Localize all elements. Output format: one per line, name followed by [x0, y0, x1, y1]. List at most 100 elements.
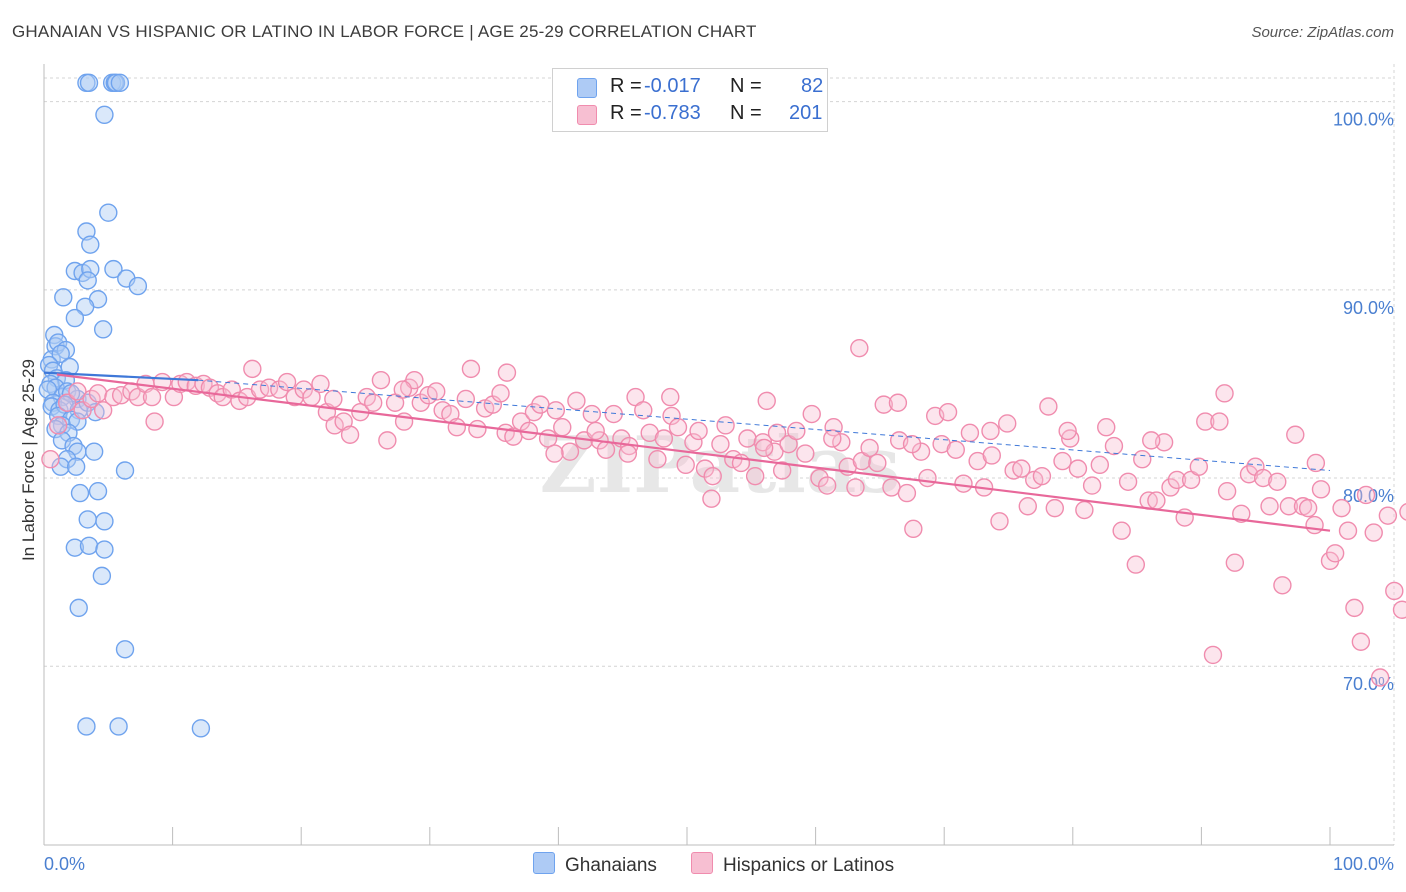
- hispanic-point: [1286, 425, 1305, 444]
- ghanaian-point: [51, 457, 70, 476]
- hispanic-point: [1215, 384, 1234, 403]
- hispanic-point: [378, 431, 397, 450]
- ghanaian-point: [77, 717, 96, 736]
- hispanic-point: [1260, 497, 1279, 516]
- hispanic-point: [553, 418, 572, 437]
- y-tick-label: 80.0%: [1343, 486, 1394, 506]
- legend-n-value: 82: [801, 75, 824, 97]
- hispanic-point: [1039, 397, 1058, 416]
- hispanic-point: [1167, 470, 1187, 490]
- hispanic-point: [294, 380, 313, 399]
- hispanic-point: [618, 444, 638, 463]
- ghanaian-point: [110, 73, 130, 93]
- y-tick-label: 100.0%: [1333, 110, 1394, 130]
- hispanic-point: [946, 440, 965, 459]
- hispanic-point: [48, 416, 68, 435]
- ghanaian-point: [78, 271, 97, 290]
- hispanic-point: [427, 382, 446, 401]
- hispanic-point: [711, 434, 730, 454]
- hispanic-point: [1325, 544, 1345, 563]
- hispanic-point: [497, 363, 517, 382]
- series-hispanics: [41, 338, 1406, 687]
- hispanic-point: [340, 425, 360, 444]
- hispanic-point: [796, 444, 815, 463]
- hispanic-point: [1370, 668, 1390, 687]
- trend-ghanaians-extension: [198, 379, 1331, 471]
- hispanic-point: [1392, 600, 1406, 619]
- hispanic-point: [524, 402, 544, 422]
- ghanaian-point: [79, 536, 99, 555]
- hispanic-point: [1189, 457, 1209, 476]
- hispanic-point: [1118, 472, 1138, 491]
- hispanic-point: [468, 419, 487, 439]
- hispanic-point: [960, 423, 980, 443]
- hispanic-point: [716, 416, 735, 435]
- ghanaian-point: [79, 73, 99, 93]
- hispanic-point: [1225, 553, 1245, 572]
- ghanaian-point: [52, 431, 72, 450]
- ghanaian-point: [95, 105, 114, 125]
- ghanaian-point: [81, 259, 100, 279]
- hispanic-point: [1112, 521, 1131, 540]
- hispanic-point: [904, 519, 923, 539]
- legend-n-label: N =: [730, 75, 762, 97]
- hispanic-point: [648, 450, 667, 469]
- y-tick-label: 90.0%: [1343, 298, 1394, 318]
- hispanic-point: [982, 446, 1001, 465]
- x-tick-left: 0.0%: [44, 854, 85, 874]
- hispanic-point: [918, 468, 937, 488]
- hispanic-point: [684, 433, 703, 452]
- chart-title: GHANAIAN VS HISPANIC OR LATINO IN LABOR …: [12, 22, 757, 41]
- legend-r-label: R =: [610, 75, 642, 97]
- hispanic-point: [787, 421, 806, 441]
- hispanic-point: [57, 393, 77, 412]
- legend-r-label: R =: [610, 102, 642, 124]
- legend-n-value: 201: [789, 102, 823, 124]
- hispanic-point: [511, 412, 531, 431]
- hispanic-point: [324, 389, 343, 409]
- hispanic-point: [702, 489, 721, 508]
- ghanaian-point: [65, 308, 85, 328]
- ghanaian-point: [61, 384, 81, 403]
- ghanaian-point: [115, 640, 135, 659]
- hispanic-point: [1273, 576, 1292, 595]
- hispanic-point: [981, 421, 1000, 441]
- ghanaian-point: [104, 259, 123, 279]
- hispanic-point: [1364, 523, 1383, 542]
- ghanaian-point: [51, 344, 70, 364]
- hispanic-point: [1239, 465, 1259, 484]
- bottom-legend-label-ghanaians: Ghanaians: [565, 855, 657, 876]
- hispanic-point: [1090, 455, 1110, 475]
- hispanic-point: [1306, 453, 1326, 473]
- ghanaian-point: [54, 288, 73, 307]
- hispanic-point: [823, 429, 842, 448]
- ghanaian-point: [70, 483, 90, 503]
- ghanaian-point: [78, 510, 97, 529]
- ghanaian-point: [65, 538, 85, 557]
- hispanic-point: [703, 466, 722, 486]
- ghanaian-point: [95, 512, 114, 531]
- ghanaian-point: [84, 442, 104, 461]
- trend-hispanics: [56, 373, 1331, 532]
- ghanaian-point: [115, 461, 135, 480]
- ghanaian-point: [48, 333, 68, 352]
- hispanic-point: [371, 370, 391, 390]
- hispanic-point: [868, 453, 887, 473]
- legend-swatch-hispanics: [577, 105, 597, 125]
- hispanic-point: [1126, 555, 1146, 574]
- bottom-legend-ghanaians: Ghanaians: [533, 852, 657, 877]
- hispanic-point: [325, 416, 344, 435]
- hispanic-point: [1268, 472, 1287, 491]
- ghanaian-point: [81, 235, 100, 254]
- hispanic-point: [1210, 412, 1229, 431]
- trendlines: [43, 371, 1331, 532]
- source-label: Source: ZipAtlas.com: [1251, 24, 1394, 41]
- hispanic-point: [586, 421, 605, 441]
- hispanic-point: [364, 393, 383, 412]
- legend-n-label: N =: [730, 102, 762, 124]
- hispanic-point: [1068, 459, 1088, 478]
- ghanaian-point: [88, 481, 108, 501]
- hispanic-point: [832, 433, 851, 452]
- hispanic-point: [447, 418, 467, 437]
